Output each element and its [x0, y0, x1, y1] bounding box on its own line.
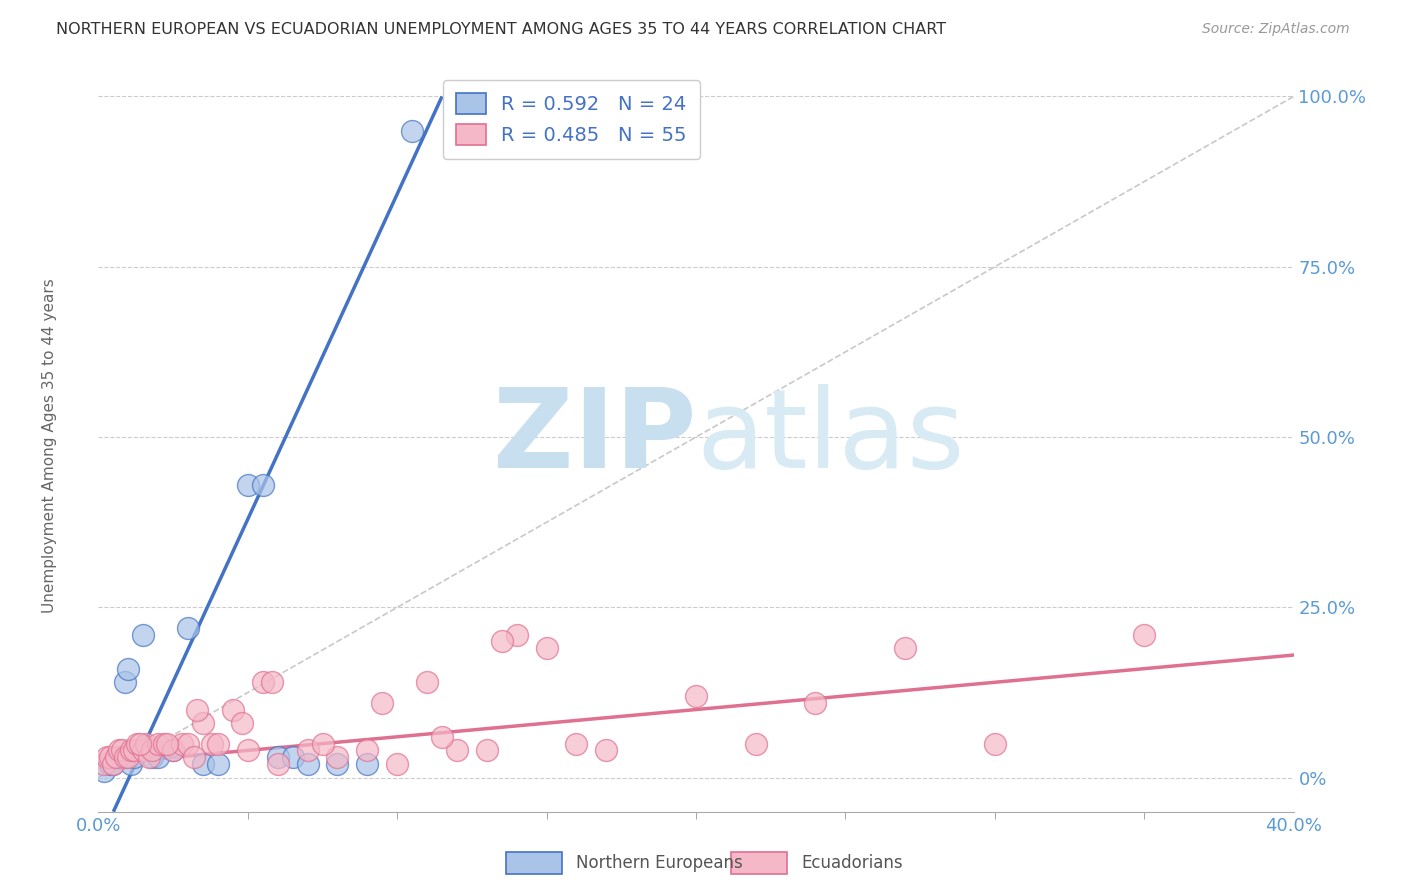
Point [186, 702, 208, 716]
Point [281, 750, 304, 764]
Point [124, 750, 146, 764]
Legend: R = 0.592   N = 24, R = 0.485   N = 55: R = 0.592 N = 24, R = 0.485 N = 55 [443, 79, 700, 159]
Point [191, 716, 214, 731]
Point [326, 757, 349, 772]
Point [103, 757, 125, 772]
Point [135, 737, 157, 751]
Text: atlas: atlas [696, 384, 965, 491]
Point [177, 737, 200, 751]
Point [222, 702, 245, 716]
Point [565, 737, 588, 751]
Point [117, 662, 139, 676]
Point [191, 757, 214, 772]
Text: Ecuadorians: Ecuadorians [801, 855, 903, 872]
Point [148, 737, 170, 751]
Point [93, 764, 115, 778]
Text: NORTHERN EUROPEAN VS ECUADORIAN UNEMPLOYMENT AMONG AGES 35 TO 44 YEARS CORRELATI: NORTHERN EUROPEAN VS ECUADORIAN UNEMPLOY… [56, 22, 946, 37]
Point [506, 627, 529, 641]
Point [311, 737, 333, 751]
Point [183, 750, 205, 764]
Point [371, 696, 394, 710]
Text: Source: ZipAtlas.com: Source: ZipAtlas.com [1202, 22, 1350, 37]
Point [141, 743, 163, 757]
Point [162, 743, 184, 757]
Point [356, 743, 378, 757]
Point [401, 123, 423, 137]
Point [132, 627, 155, 641]
Point [804, 696, 827, 710]
Point [117, 750, 139, 764]
Point [984, 737, 1007, 751]
Point [745, 737, 768, 751]
Point [93, 757, 115, 772]
Point [103, 757, 125, 772]
Point [356, 757, 378, 772]
Point [132, 743, 155, 757]
Point [236, 743, 259, 757]
Point [491, 634, 513, 648]
Point [98, 757, 122, 772]
Text: Northern Europeans: Northern Europeans [576, 855, 744, 872]
Point [120, 757, 142, 772]
Point [172, 737, 194, 751]
Point [595, 743, 617, 757]
Point [114, 675, 136, 690]
Point [446, 743, 468, 757]
Point [108, 743, 131, 757]
Point [114, 750, 136, 764]
Point [124, 743, 146, 757]
Point [430, 730, 453, 744]
Text: Unemployment Among Ages 35 to 44 years: Unemployment Among Ages 35 to 44 years [42, 278, 56, 614]
Point [894, 641, 917, 656]
Point [385, 757, 409, 772]
Point [236, 477, 259, 491]
Point [127, 737, 149, 751]
Point [252, 477, 274, 491]
Point [475, 743, 498, 757]
Point [96, 750, 118, 764]
Point [138, 750, 160, 764]
Point [267, 757, 290, 772]
Point [231, 716, 253, 731]
Point [297, 743, 319, 757]
Point [1133, 627, 1156, 641]
Point [297, 757, 319, 772]
Point [177, 621, 200, 635]
Point [153, 737, 176, 751]
Point [129, 737, 152, 751]
Point [536, 641, 558, 656]
Point [326, 750, 349, 764]
Point [416, 675, 439, 690]
Point [260, 675, 283, 690]
Point [148, 750, 170, 764]
Point [207, 737, 229, 751]
Point [98, 750, 122, 764]
Text: ZIP: ZIP [492, 384, 696, 491]
Point [162, 743, 184, 757]
Point [105, 750, 128, 764]
Point [156, 737, 179, 751]
Point [120, 743, 142, 757]
Point [252, 675, 274, 690]
Point [201, 737, 224, 751]
Point [141, 750, 163, 764]
Point [111, 743, 134, 757]
Point [685, 689, 707, 703]
Point [105, 750, 128, 764]
Point [207, 757, 229, 772]
Point [267, 750, 290, 764]
Point [111, 750, 134, 764]
